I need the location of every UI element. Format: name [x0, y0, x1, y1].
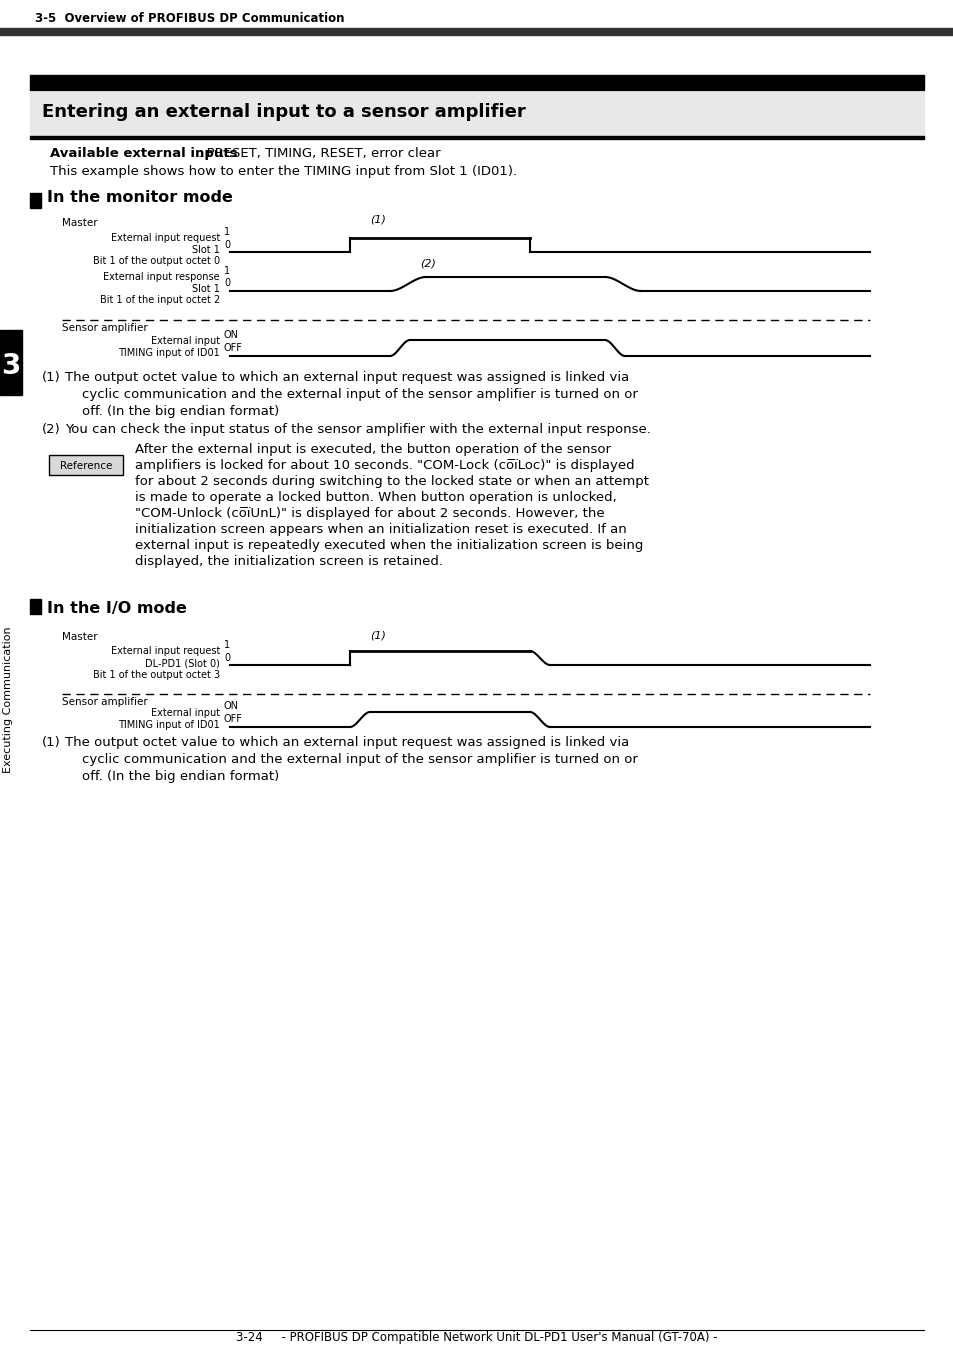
Text: 1: 1 [224, 266, 230, 276]
Text: DL-PD1 (Slot 0): DL-PD1 (Slot 0) [145, 658, 220, 668]
Text: OFF: OFF [224, 714, 243, 725]
Text: You can check the input status of the sensor amplifier with the external input r: You can check the input status of the se… [65, 423, 650, 435]
Text: Available external inputs: Available external inputs [50, 147, 237, 160]
Text: Executing Communication: Executing Communication [3, 627, 13, 773]
Text: Bit 1 of the output octet 0: Bit 1 of the output octet 0 [92, 256, 220, 266]
Text: off. (In the big endian format): off. (In the big endian format) [82, 406, 279, 418]
Text: ON: ON [224, 700, 239, 711]
Text: Slot 1: Slot 1 [192, 245, 220, 256]
Text: Entering an external input to a sensor amplifier: Entering an external input to a sensor a… [42, 103, 525, 120]
Text: In the monitor mode: In the monitor mode [47, 191, 233, 206]
Text: External input response: External input response [103, 272, 220, 283]
Text: Slot 1: Slot 1 [192, 284, 220, 293]
Bar [0, 330, 22, 395]
Text: for about 2 seconds during switching to the locked state or when an attempt: for about 2 seconds during switching to … [135, 475, 648, 488]
Text: Master: Master [62, 218, 97, 228]
Text: off. (In the big endian format): off. (In the big endian format) [82, 771, 279, 783]
Text: TIMING input of ID01: TIMING input of ID01 [118, 721, 220, 730]
Text: (1): (1) [42, 735, 61, 749]
Text: amplifiers is locked for about 10 seconds. "COM-Lock (сo̅ïLoс)" is displayed: amplifiers is locked for about 10 second… [135, 458, 634, 472]
Text: External input request: External input request [111, 646, 220, 656]
Text: External input request: External input request [111, 233, 220, 243]
Text: 3-24     - PROFIBUS DP Compatible Network Unit DL-PD1 User's Manual (GT-70A) -: 3-24 - PROFIBUS DP Compatible Network Un… [236, 1330, 717, 1344]
Text: (2): (2) [419, 258, 436, 268]
Text: ON: ON [224, 330, 239, 339]
Text: OFF: OFF [224, 343, 243, 353]
Text: This example shows how to enter the TIMING input from Slot 1 (ID01).: This example shows how to enter the TIMI… [50, 165, 517, 178]
Bar [30, 193, 41, 208]
Text: (2): (2) [42, 423, 61, 435]
FancyBboxPatch shape [49, 456, 123, 475]
Text: 3-5  Overview of PROFIBUS DP Communication: 3-5 Overview of PROFIBUS DP Communicatio… [35, 12, 344, 24]
Text: After the external input is executed, the button operation of the sensor: After the external input is executed, th… [135, 443, 610, 456]
Text: The output octet value to which an external input request was assigned is linked: The output octet value to which an exter… [65, 735, 629, 749]
Text: cyclic communication and the external input of the sensor amplifier is turned on: cyclic communication and the external in… [82, 753, 638, 767]
Text: 3: 3 [1, 352, 21, 380]
Text: Master: Master [62, 631, 97, 642]
Text: cyclic communication and the external input of the sensor amplifier is turned on: cyclic communication and the external in… [82, 388, 638, 402]
Text: (1): (1) [370, 631, 385, 641]
Bar [30, 599, 41, 614]
Text: External input: External input [151, 337, 220, 346]
Text: 0: 0 [224, 241, 230, 250]
Text: "COM-Unlock (сo̅ïUnL)" is displayed for about 2 seconds. However, the: "COM-Unlock (сo̅ïUnL)" is displayed for … [135, 507, 604, 521]
Text: 0: 0 [224, 653, 230, 662]
Text: Bit 1 of the input octet 2: Bit 1 of the input octet 2 [100, 295, 220, 306]
Text: 1: 1 [224, 639, 230, 650]
Text: Sensor amplifier: Sensor amplifier [62, 698, 148, 707]
Text: (1): (1) [42, 370, 61, 384]
Text: The output octet value to which an external input request was assigned is linked: The output octet value to which an exter… [65, 370, 629, 384]
Text: initialization screen appears when an initialization reset is executed. If an: initialization screen appears when an in… [135, 523, 626, 535]
Text: 1: 1 [224, 227, 230, 237]
Text: In the I/O mode: In the I/O mode [47, 602, 187, 617]
Text: Sensor amplifier: Sensor amplifier [62, 323, 148, 333]
Text: Bit 1 of the output octet 3: Bit 1 of the output octet 3 [92, 671, 220, 680]
Text: External input: External input [151, 708, 220, 718]
Text: (1): (1) [370, 214, 385, 224]
Text: 0: 0 [224, 279, 230, 288]
Text: Reference: Reference [60, 461, 112, 470]
Text: displayed, the initialization screen is retained.: displayed, the initialization screen is … [135, 556, 442, 568]
Text: : PRESET, TIMING, RESET, error clear: : PRESET, TIMING, RESET, error clear [198, 147, 440, 160]
Text: external input is repeatedly executed when the initialization screen is being: external input is repeatedly executed wh… [135, 539, 642, 552]
Text: is made to operate a locked button. When button operation is unlocked,: is made to operate a locked button. When… [135, 491, 616, 504]
Text: TIMING input of ID01: TIMING input of ID01 [118, 347, 220, 358]
